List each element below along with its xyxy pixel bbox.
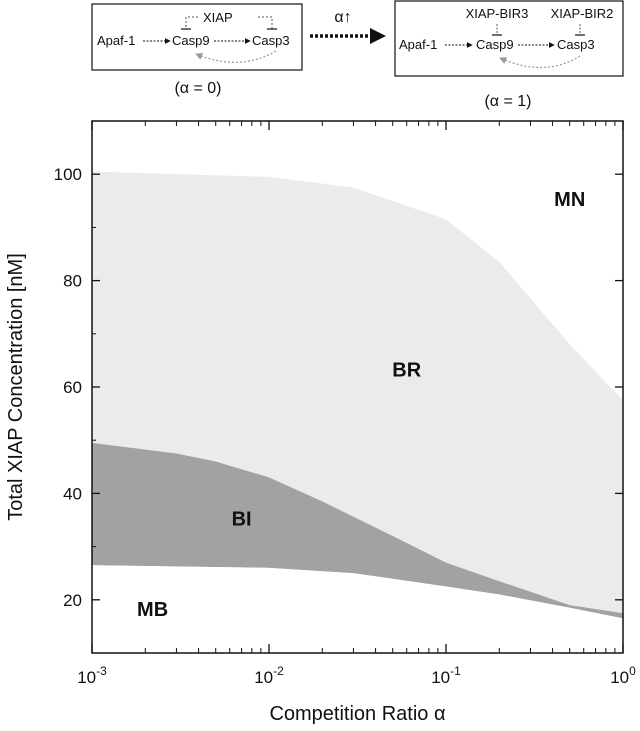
feedback-casp3-casp9-right: [499, 55, 581, 69]
regions-layer: [92, 121, 623, 653]
diagram-alpha-0: XIAP Apaf-1 Casp9 Casp3 (α = 0): [91, 3, 303, 97]
feedback-casp3-casp9: [195, 50, 277, 63]
region-label-mn: MN: [554, 189, 585, 211]
diagram-alpha-1: XIAP-BIR3 XIAP-BIR2 Apaf-1 Casp9 Casp3 (…: [394, 0, 624, 110]
region-mb: [92, 565, 623, 653]
xiap-label: XIAP: [203, 10, 233, 25]
y-tick-label: 80: [63, 272, 82, 291]
region-bi: [92, 442, 623, 619]
x-tick-label: 10-1: [431, 664, 461, 687]
region-br: [92, 171, 623, 614]
node-casp9-right: Casp9: [476, 37, 514, 52]
region-labels-layer: MN BR BI MB: [137, 189, 585, 621]
transition-arrow-head: [370, 28, 386, 44]
caption-alpha-0: (α = 0): [174, 80, 221, 97]
phase-diagram-chart: 20 40 60 80 100 10-3 10-2 10-1 100 MN BR BI MB Comp…: [5, 120, 636, 725]
node-apaf1-right: Apaf-1: [399, 37, 437, 52]
y-axis-title: Total XIAP Concentration [nM]: [5, 253, 27, 521]
y-tick-label: 20: [63, 591, 82, 610]
diagram-left-box: [91, 3, 303, 71]
xiap-bir2-label: XIAP-BIR2: [551, 6, 614, 21]
xiap-casp9-inhibition: [185, 16, 198, 29]
x-tick-label: 10-3: [77, 664, 107, 687]
alpha-increase-label: α↑: [334, 9, 351, 26]
region-label-br: BR: [392, 359, 421, 381]
y-tick-label: 100: [54, 165, 82, 184]
y-tick-label: 40: [63, 484, 82, 503]
node-casp3-right: Casp3: [557, 37, 595, 52]
y-tick-label: 60: [63, 378, 82, 397]
xiap-casp3-inhibition: [258, 16, 273, 29]
diagram-right-box: [394, 0, 624, 77]
node-casp9: Casp9: [172, 33, 210, 48]
node-casp3: Casp3: [252, 33, 290, 48]
x-axis-title: Competition Ratio α: [269, 703, 445, 725]
diagram-transition: α↑: [310, 9, 386, 44]
caption-alpha-1: (α = 1): [484, 93, 531, 110]
xiap-bir3-label: XIAP-BIR3: [466, 6, 529, 21]
x-tick-label: 100: [610, 664, 636, 687]
region-label-mb: MB: [137, 599, 168, 621]
node-apaf1: Apaf-1: [97, 33, 135, 48]
region-label-bi: BI: [232, 508, 252, 530]
ticks-layer: 20 40 60 80 100 10-3 10-2 10-1 100: [54, 120, 636, 687]
x-tick-label: 10-2: [254, 664, 284, 687]
